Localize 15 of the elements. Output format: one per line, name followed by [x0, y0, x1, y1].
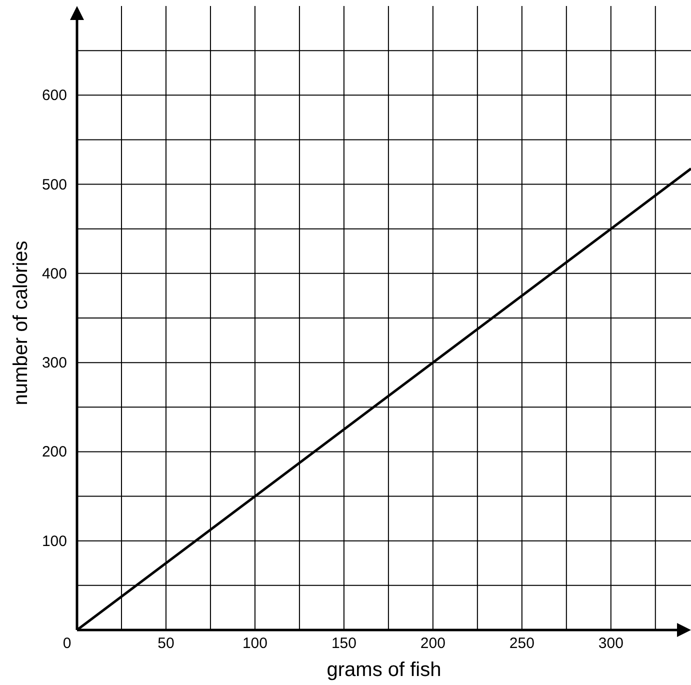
- x-tick-label: 250: [509, 635, 534, 652]
- y-tick-label: 400: [42, 265, 67, 282]
- x-tick-label: 300: [598, 635, 624, 652]
- y-tick-label: 500: [42, 176, 67, 194]
- x-tick-label: 150: [331, 635, 356, 652]
- y-tick-label: 200: [42, 444, 67, 461]
- x-tick-label: 50: [158, 635, 174, 652]
- x-tick-label: 100: [242, 635, 268, 652]
- x-tick-label: 200: [420, 635, 446, 652]
- y-tick-label: 100: [42, 532, 67, 550]
- y-axis-title: number of calories: [10, 240, 32, 406]
- x-tick-label: 0: [62, 635, 72, 652]
- y-tick-label: 600: [42, 87, 67, 104]
- y-tick-label: 300: [42, 354, 67, 372]
- x-axis-title: grams of fish: [326, 659, 442, 681]
